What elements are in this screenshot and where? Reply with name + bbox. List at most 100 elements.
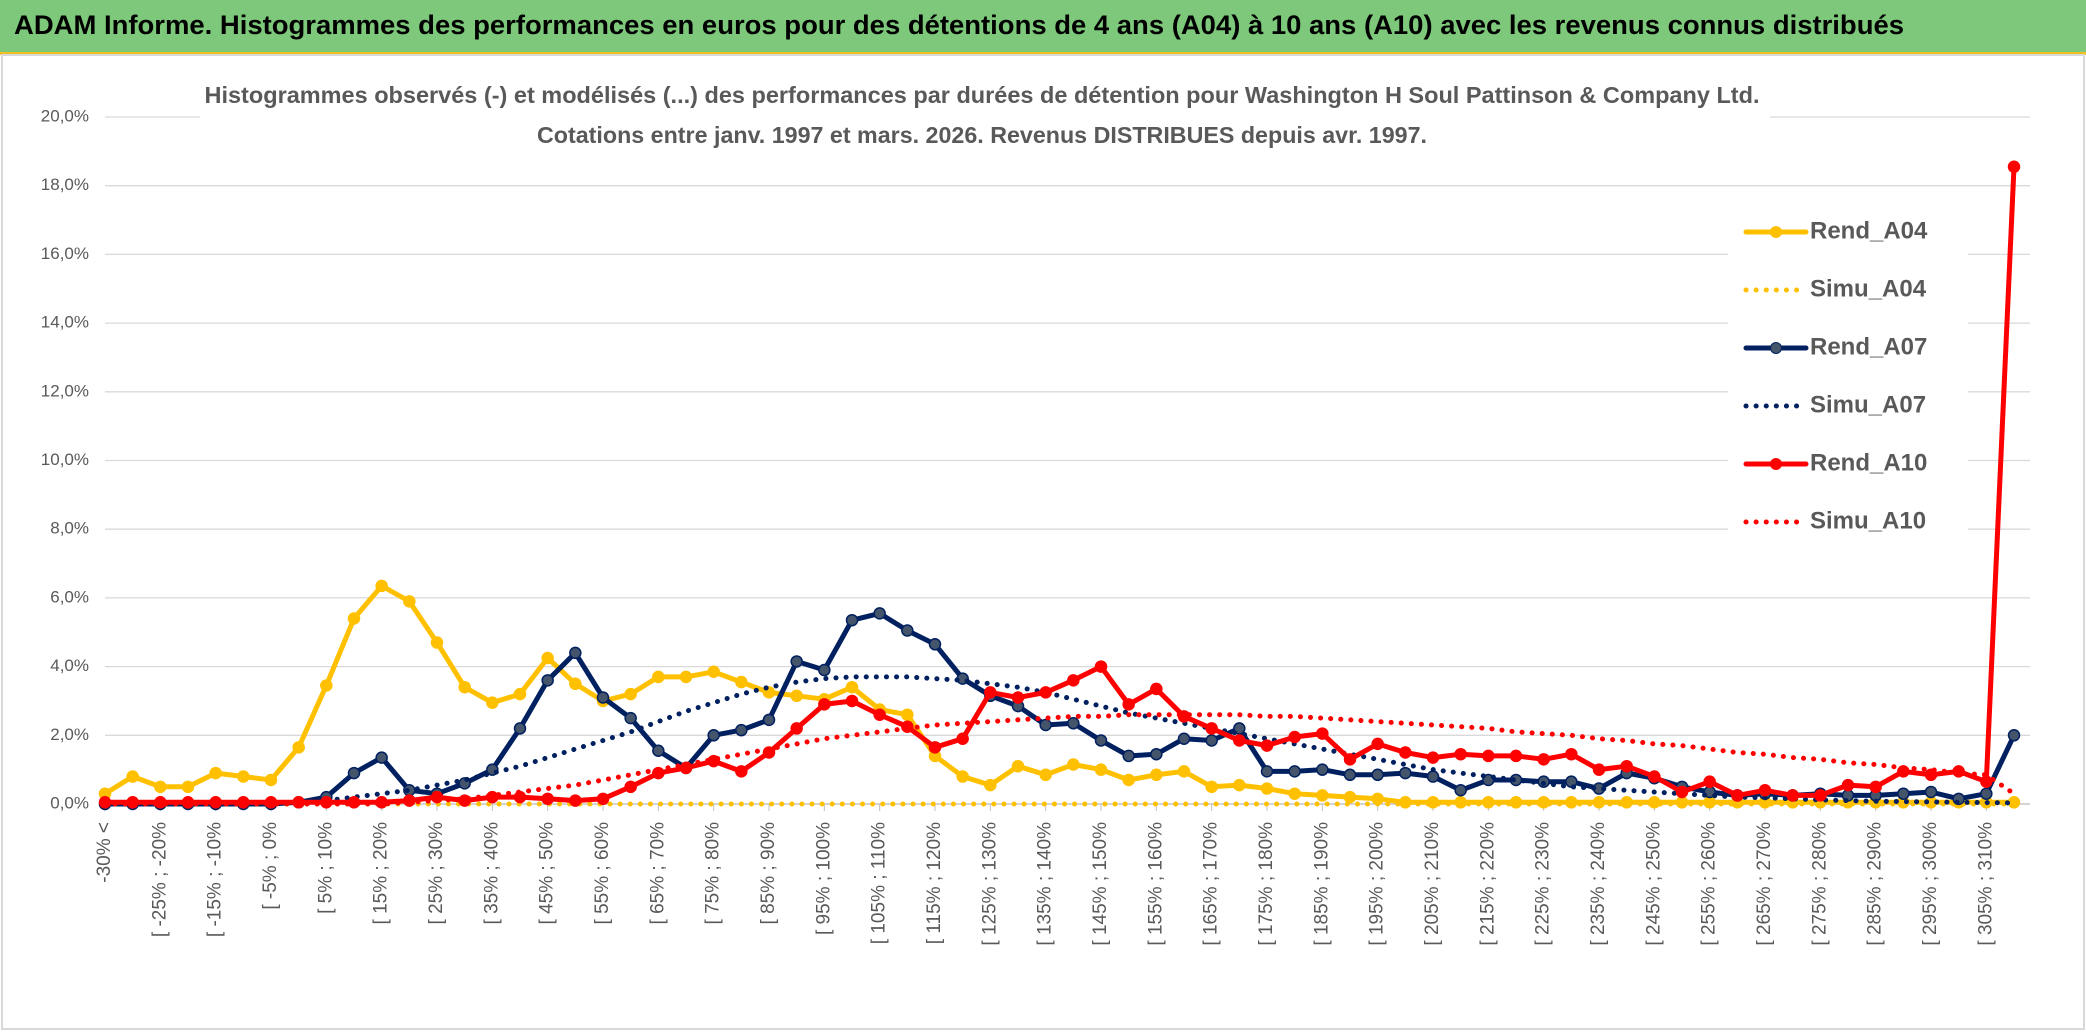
x-tick-label: [ 305% ; 310% [1975,822,1996,946]
subtitle-box [200,78,1770,158]
data-point [347,766,361,780]
data-point [1758,784,1772,797]
x-tick-label: [ 115% ; 120% [924,822,945,944]
data-point [541,651,554,665]
x-tick-label: [ 175% ; 180% [1256,822,1277,946]
data-point [1565,747,1578,761]
data-point [624,687,637,701]
data-point [1482,749,1495,763]
data-point [541,674,554,687]
x-tick-label: [ 295% ; 300% [1920,822,1941,946]
data-point [1343,790,1357,804]
x-tick-label: [ 265% ; 270% [1754,822,1775,946]
legend-label: Simu_A04 [1810,275,1927,302]
data-point [652,670,665,684]
data-point [1122,749,1135,763]
data-point [1620,759,1633,773]
data-point [1371,768,1384,782]
data-point [375,751,388,764]
x-tick-label: [ 95% ; 100% [813,822,834,935]
data-point [790,655,803,668]
y-tick-label: 20,0% [41,106,89,125]
data-point [1426,770,1440,783]
data-point [1537,753,1550,766]
data-point [458,680,471,694]
data-point [1150,682,1163,696]
data-point [1011,691,1025,704]
data-point [873,607,886,620]
data-line [102,583,2017,805]
data-point [1288,787,1301,800]
data-point [1897,787,1910,800]
x-tick-label: [ -15% ; -10% [205,822,226,937]
y-tick-label: 14,0% [41,313,89,332]
x-tick-label: [ 235% ; 240% [1588,822,1609,946]
data-point [762,713,776,727]
data-point [735,723,748,737]
data-point [1177,765,1191,778]
data-point [707,665,720,679]
data-point [1454,747,1467,761]
data-point [2007,160,2021,174]
model-line [102,674,2017,807]
data-point [1150,747,1163,761]
x-tick-label: [ 255% ; 260% [1699,822,1720,946]
y-tick-label: 12,0% [41,381,89,400]
data-point [1316,727,1329,740]
x-tick-label: [ 145% ; 150% [1090,822,1111,946]
data-point [1039,686,1052,699]
x-tick-label: [ 35% ; 40% [481,822,502,925]
x-tick-label: [ 205% ; 210% [1422,822,1443,946]
data-point [845,694,859,708]
data-point [1675,785,1689,799]
data-point [181,780,195,794]
data-point [292,741,305,754]
data-point [1288,765,1301,778]
data-point [984,686,997,699]
data-point [901,708,914,721]
data-point [1814,789,1827,802]
data-point [818,698,831,711]
data-point [1371,737,1384,751]
data-point [735,765,748,778]
x-tick-label: [ 155% ; 160% [1145,822,1166,946]
data-point [1011,759,1025,773]
data-point [1454,784,1467,797]
y-tick-label: 0,0% [50,793,89,812]
data-point [513,722,527,735]
x-tick-label: [ 15% ; 20% [371,822,392,925]
x-tick-label: [ 75% ; 80% [703,822,724,925]
x-tick-label: [ 245% ; 250% [1643,822,1664,946]
y-tick-label: 8,0% [50,519,89,538]
data-point [1316,789,1329,802]
data-point [1980,775,1993,788]
data-point [679,670,693,684]
title-bar-rule [0,52,2086,55]
legend-marker [1770,226,1782,238]
data-point [1260,765,1274,778]
x-tick-label: [ 25% ; 30% [426,822,447,925]
y-tick-label: 6,0% [50,587,89,606]
data-point [264,773,278,787]
data-point [1980,787,1993,800]
data-point [154,780,167,794]
data-point [1039,768,1052,782]
data-point [790,689,803,703]
data-point [486,696,499,709]
data-point [209,766,222,780]
data-point [347,612,361,625]
data-point [1260,782,1274,795]
data-point [1205,722,1218,735]
data-point [873,708,886,721]
data-point [1648,770,1661,783]
data-point [1399,746,1412,759]
legend-marker [1770,342,1782,354]
data-point [1592,763,1606,776]
data-point [1703,775,1716,788]
data-point [596,792,610,806]
data-point [1039,718,1052,732]
x-tick-label: [ 165% ; 170% [1201,822,1222,946]
data-point [1067,758,1080,771]
legend-marker [1770,458,1782,470]
